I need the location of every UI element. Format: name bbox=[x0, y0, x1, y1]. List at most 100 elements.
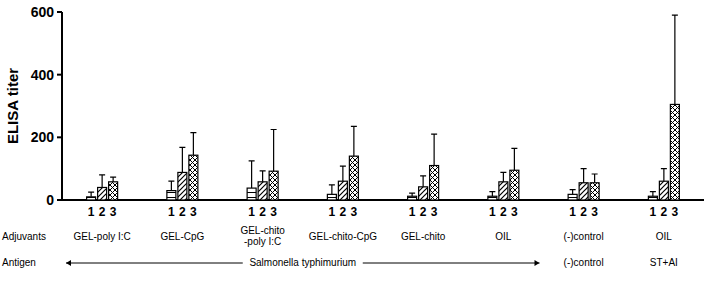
bar bbox=[499, 182, 508, 200]
category-label: (-)control bbox=[564, 231, 604, 242]
category-line: GEL-chito bbox=[240, 225, 285, 236]
error-bar bbox=[351, 126, 357, 156]
y-tick bbox=[57, 74, 62, 76]
bar bbox=[98, 187, 107, 200]
category-line: (-)control bbox=[564, 231, 604, 242]
category-label: GEL-poly I:C bbox=[74, 231, 131, 242]
series-label: 2 bbox=[259, 205, 266, 219]
category-label: GEL-CpG bbox=[160, 231, 204, 242]
bar bbox=[167, 191, 176, 200]
y-tick bbox=[57, 199, 62, 201]
series-label: 3 bbox=[351, 205, 358, 219]
y-tick-label: 0 bbox=[46, 192, 54, 208]
series-label: 2 bbox=[580, 205, 587, 219]
category-label: GEL-chito-poly I:C bbox=[240, 225, 285, 247]
antigen-group-label: ST+AI bbox=[650, 257, 678, 268]
series-label: 2 bbox=[179, 205, 186, 219]
bar bbox=[488, 196, 497, 200]
category-line: OIL bbox=[656, 231, 673, 242]
bar bbox=[579, 183, 588, 200]
plot-area bbox=[87, 15, 680, 200]
y-axis bbox=[61, 12, 63, 200]
antigen-arrow bbox=[66, 263, 243, 264]
bar bbox=[258, 182, 267, 200]
series-label: 1 bbox=[88, 205, 95, 219]
y-axis-label: ELISA titer bbox=[4, 68, 21, 144]
series-label: 3 bbox=[190, 205, 197, 219]
bar bbox=[87, 197, 96, 200]
category-line: GEL-chito bbox=[401, 231, 446, 242]
series-label: 1 bbox=[569, 205, 576, 219]
antigen-label: Antigen bbox=[2, 257, 36, 268]
category-line: GEL-poly I:C bbox=[74, 231, 131, 242]
error-bar bbox=[409, 193, 415, 196]
bar bbox=[349, 156, 358, 200]
category-line: OIL bbox=[495, 231, 512, 242]
antigen-group-label: (-)control bbox=[564, 257, 604, 268]
error-bar bbox=[592, 174, 598, 183]
bar bbox=[189, 155, 198, 200]
category-line: GEL-chito-CpG bbox=[309, 231, 378, 242]
category-label: GEL-chito bbox=[401, 231, 446, 242]
series-label: 3 bbox=[511, 205, 518, 219]
error-bar bbox=[420, 176, 426, 187]
category-label: OIL bbox=[495, 231, 512, 242]
bar bbox=[510, 170, 519, 200]
bar bbox=[568, 194, 577, 200]
bar bbox=[670, 104, 679, 200]
series-label: 2 bbox=[500, 205, 507, 219]
series-label: 2 bbox=[340, 205, 347, 219]
series-label: 2 bbox=[99, 205, 106, 219]
series-label: 3 bbox=[270, 205, 277, 219]
error-bar bbox=[672, 15, 678, 104]
series-label: 3 bbox=[591, 205, 598, 219]
series-label: 1 bbox=[409, 205, 416, 219]
error-bar bbox=[99, 175, 105, 188]
arrow-head bbox=[534, 260, 539, 266]
bar bbox=[269, 171, 278, 200]
bar bbox=[408, 196, 417, 200]
series-label: 3 bbox=[110, 205, 117, 219]
error-bar bbox=[570, 190, 576, 195]
chart: ELISA titer0200400600123GEL-poly I:C123G… bbox=[0, 0, 712, 285]
antigen-arrow bbox=[363, 263, 540, 264]
series-label: 1 bbox=[329, 205, 336, 219]
bar bbox=[659, 181, 668, 200]
series-label: 2 bbox=[420, 205, 427, 219]
category-line: -poly I:C bbox=[244, 236, 281, 247]
series-label: 2 bbox=[661, 205, 668, 219]
bar bbox=[648, 196, 657, 200]
series-label: 3 bbox=[431, 205, 438, 219]
error-bar bbox=[271, 130, 277, 172]
error-bar bbox=[650, 192, 656, 197]
bar bbox=[419, 187, 428, 200]
bar bbox=[327, 194, 336, 200]
series-label: 1 bbox=[248, 205, 255, 219]
y-tick bbox=[57, 11, 62, 13]
bar bbox=[590, 183, 599, 200]
bar bbox=[178, 172, 187, 200]
bar bbox=[247, 188, 256, 200]
bar bbox=[338, 181, 347, 200]
y-tick-label: 400 bbox=[31, 67, 55, 83]
error-bar bbox=[190, 133, 196, 156]
error-bar bbox=[88, 192, 94, 197]
error-bar bbox=[500, 172, 506, 181]
category-label: GEL-chito-CpG bbox=[309, 231, 378, 242]
category-label: OIL bbox=[656, 231, 673, 242]
error-bar bbox=[511, 148, 517, 170]
error-bar bbox=[431, 134, 437, 165]
x-axis bbox=[62, 199, 704, 201]
arrow-head bbox=[66, 260, 71, 266]
error-bar bbox=[179, 147, 185, 172]
error-bar bbox=[661, 169, 667, 182]
category-line: GEL-CpG bbox=[160, 231, 204, 242]
error-bar bbox=[110, 177, 116, 182]
error-bar bbox=[489, 192, 495, 197]
y-tick-label: 200 bbox=[31, 129, 55, 145]
series-label: 3 bbox=[672, 205, 679, 219]
bar bbox=[109, 182, 118, 200]
antigen-group-label: Salmonella typhimurium bbox=[249, 257, 356, 268]
y-tick-label: 600 bbox=[31, 4, 55, 20]
adjuvants-label: Adjuvants bbox=[2, 231, 46, 242]
